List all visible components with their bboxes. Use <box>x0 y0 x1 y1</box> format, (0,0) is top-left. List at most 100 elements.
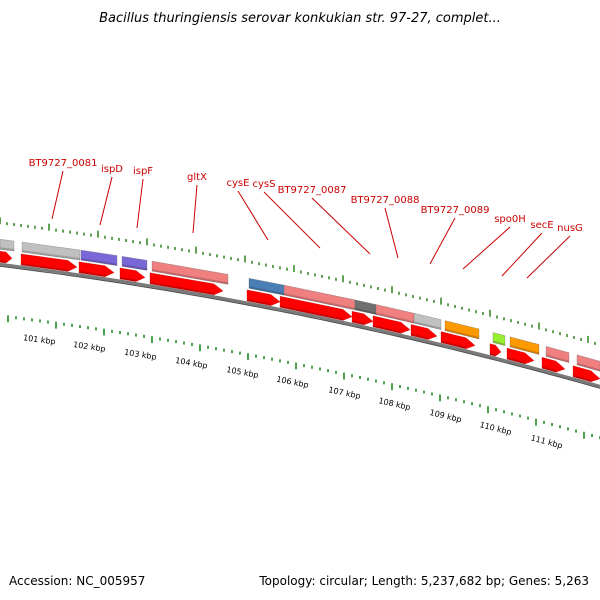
gene-label-leader <box>51 170 64 220</box>
gene-label-leader <box>237 190 269 241</box>
feature-block <box>121 256 148 271</box>
feature-block-shadow <box>0 247 14 252</box>
gene-label: cysS <box>253 179 276 190</box>
gene-label-leader <box>429 217 456 265</box>
kbp-label: 102 kbp <box>73 340 107 354</box>
accession-text: Accession: NC_005957 <box>9 574 145 588</box>
gene-label-leader <box>99 176 113 226</box>
feature-block <box>413 313 442 330</box>
gene-arrow <box>279 296 353 321</box>
feature-block <box>21 241 81 261</box>
gene-arrow-shadow <box>0 260 6 264</box>
gene-arrow <box>20 253 78 272</box>
gene-arrow <box>506 347 535 364</box>
gene-label: BT9727_0081 <box>29 158 98 169</box>
gene-label: spo0H <box>494 214 526 225</box>
kbp-label: 110 kbp <box>479 420 513 437</box>
gene-arrow <box>119 267 146 282</box>
gene-arrow <box>541 357 566 373</box>
gene-arrow-shadow <box>411 333 428 340</box>
feature-block-shadow <box>510 344 539 355</box>
feature-block-shadow <box>546 354 569 363</box>
gene-arrow-shadow <box>21 262 68 272</box>
gene-arrow-shadow <box>373 324 401 334</box>
feature-block <box>492 332 506 346</box>
gene-label-leader <box>462 226 511 270</box>
feature-track <box>0 239 600 372</box>
inner-tick-track <box>7 315 600 440</box>
gene-label: BT9727_0087 <box>278 185 347 196</box>
feature-block-shadow <box>493 340 505 346</box>
kbp-label: 111 kbp <box>530 433 564 450</box>
backbone-shadow <box>0 265 600 389</box>
sequence-backbone <box>0 262 600 389</box>
gene-arrow-track <box>0 251 600 382</box>
gene-arrow <box>149 272 224 296</box>
kbp-label: 109 kbp <box>429 408 463 424</box>
feature-block <box>80 250 118 266</box>
gene-label: BT9727_0089 <box>421 205 490 216</box>
feature-block <box>151 260 229 285</box>
gene-label-leader <box>136 178 144 229</box>
gene-label: ispD <box>101 164 123 175</box>
feature-block <box>509 336 540 355</box>
feature-block-shadow <box>376 312 414 324</box>
feature-block-shadow <box>445 328 479 339</box>
gene-arrow <box>246 289 281 306</box>
gene-label: BT9727_0088 <box>351 195 420 206</box>
gene-arrow-shadow <box>352 320 364 325</box>
feature-block-shadow <box>577 362 600 372</box>
feature-block-shadow <box>81 258 117 266</box>
feature-block-shadow <box>414 321 441 330</box>
feature-block <box>576 354 600 372</box>
kbp-label: 101 kbp <box>23 333 57 346</box>
gene-arrow-shadow <box>573 374 591 382</box>
gene-label-leader <box>501 232 543 277</box>
gene-arrow <box>410 324 438 340</box>
gene-arrow <box>351 311 374 326</box>
feature-block-shadow <box>122 264 147 271</box>
kbp-label: 107 kbp <box>328 385 362 401</box>
gene-arrow <box>372 315 411 334</box>
gene-arrow-shadow <box>79 270 105 277</box>
gene-arrow-shadow <box>280 305 343 321</box>
genome-summary-text: Topology: circular; Length: 5,237,682 bp… <box>258 574 589 588</box>
gene-label: gltX <box>187 172 207 183</box>
gene-label: secE <box>530 220 553 231</box>
gene-label-leader <box>384 207 399 259</box>
feature-block <box>545 346 570 363</box>
kbp-label: 105 kbp <box>226 365 260 380</box>
gene-arrow-shadow <box>150 281 214 295</box>
gene-label: cysE <box>227 178 250 189</box>
feature-block-shadow <box>249 286 284 296</box>
feature-block <box>444 320 480 340</box>
outer-tick-track <box>0 217 596 345</box>
gene-arrow <box>572 365 600 382</box>
gene-arrow-shadow <box>441 340 466 349</box>
gene-label: nusG <box>557 223 583 234</box>
kbp-scale-labels: 101 kbp 102 kbp 103 kbp 104 kbp 105 kbp 106 k… <box>23 333 564 450</box>
gene-label-leader <box>526 235 571 279</box>
feature-block-shadow <box>152 269 228 285</box>
gene-label-leader <box>192 184 198 234</box>
feature-block <box>0 239 15 252</box>
kbp-label: 104 kbp <box>175 356 209 370</box>
gene-arrow-shadow <box>247 298 271 306</box>
backbone-line <box>0 262 600 388</box>
gene-arrow <box>78 261 115 277</box>
map-title: Bacillus thuringiensis serovar konkukian… <box>99 11 501 26</box>
gene-arrow <box>440 331 476 349</box>
kbp-label: 106 kbp <box>276 375 310 390</box>
gene-arrow-shadow <box>490 352 496 357</box>
gene-arrow <box>0 251 13 264</box>
gene-arrow-shadow <box>542 366 556 373</box>
feature-block-shadow <box>22 250 80 261</box>
gene-arrow-shadow <box>120 277 136 282</box>
gene-label-leader <box>311 197 371 255</box>
feature-block-shadow <box>284 293 355 310</box>
gene-arrow <box>489 343 502 357</box>
kbp-label: 108 kbp <box>378 396 412 412</box>
feature-block-shadow <box>355 307 376 315</box>
